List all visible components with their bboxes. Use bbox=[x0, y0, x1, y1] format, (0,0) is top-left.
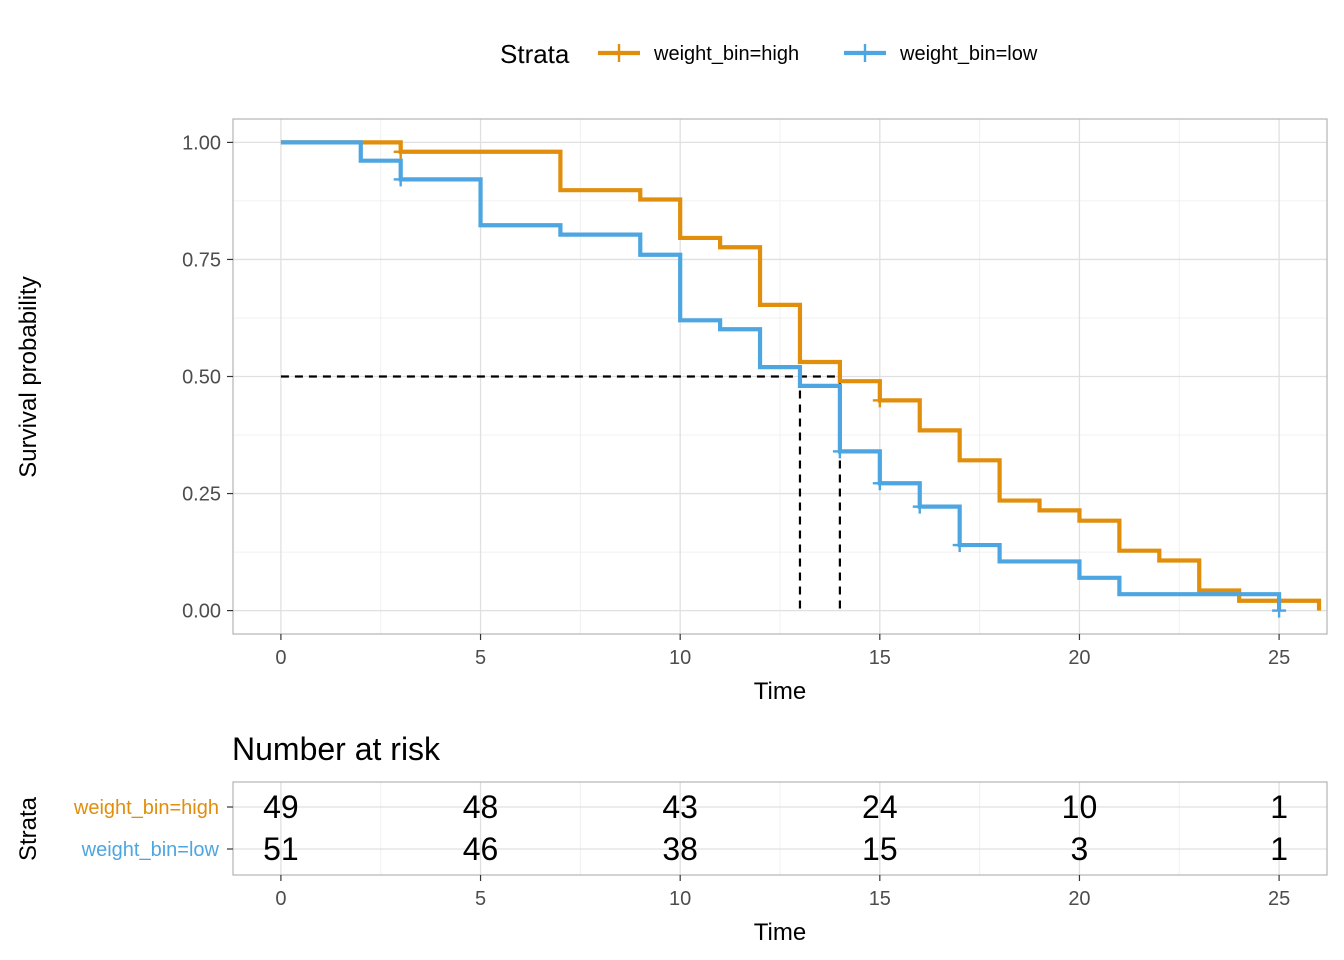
survival-curve-line bbox=[280, 140, 1282, 611]
risk-count: 15 bbox=[862, 831, 898, 867]
survival-curve-line bbox=[280, 140, 1322, 611]
risk-count: 51 bbox=[263, 831, 299, 867]
risk-x-tick-label: 25 bbox=[1268, 888, 1290, 910]
risk-count: 3 bbox=[1071, 831, 1089, 867]
risk-x-tick-label: 10 bbox=[669, 888, 691, 910]
risk-row-label: weight_bin=high bbox=[73, 797, 219, 819]
risk-table-x-ticks: 0 5 10 15 20 25 bbox=[275, 875, 1290, 910]
y-axis-ticks: 0.00 0.25 0.50 0.75 1.00 bbox=[182, 132, 233, 623]
y-axis-title: Survival probability bbox=[15, 276, 42, 477]
y-tick-label: 0.75 bbox=[182, 249, 221, 271]
risk-count: 46 bbox=[463, 831, 499, 867]
legend-entries: weight_bin=high weight_bin=low bbox=[598, 43, 1038, 65]
risk-table-gridlines bbox=[233, 782, 1327, 875]
risk-table-x-axis-title: Time bbox=[754, 919, 806, 946]
x-tick-label: 5 bbox=[475, 647, 486, 669]
risk-count: 1 bbox=[1270, 789, 1288, 825]
legend-title: Strata bbox=[500, 39, 570, 69]
x-axis-title: Time bbox=[754, 678, 806, 705]
legend: Strata weight_bin=high weight_bin=low bbox=[500, 39, 1038, 69]
censor-marks bbox=[393, 144, 1287, 618]
risk-table-border bbox=[232, 781, 1328, 876]
y-tick-label: 1.00 bbox=[182, 132, 221, 154]
x-tick-label: 10 bbox=[669, 647, 691, 669]
survival-curves bbox=[280, 140, 1322, 611]
x-tick-label: 0 bbox=[275, 647, 286, 669]
risk-count: 38 bbox=[662, 831, 698, 867]
y-tick-label: 0.50 bbox=[182, 367, 221, 389]
x-tick-label: 15 bbox=[869, 647, 891, 669]
risk-x-tick-label: 5 bbox=[475, 888, 486, 910]
legend-entry-label: weight_bin=high bbox=[653, 43, 799, 65]
risk-count: 24 bbox=[862, 789, 898, 825]
median-survival-lines bbox=[280, 375, 841, 611]
risk-count: 43 bbox=[662, 789, 698, 825]
risk-table-title: Number at risk bbox=[232, 731, 441, 767]
survival-plot-panel: 0.00 0.25 0.50 0.75 1.00 0 5 10 15 20 25 Time Sur… bbox=[15, 118, 1328, 705]
risk-count: 48 bbox=[463, 789, 499, 825]
y-tick-label: 0.25 bbox=[182, 484, 221, 506]
x-tick-label: 20 bbox=[1068, 647, 1090, 669]
risk-count: 10 bbox=[1062, 789, 1098, 825]
risk-table-cells: 49 48 43 24 10 1 51 46 38 15 3 1 bbox=[263, 789, 1288, 867]
risk-table-y-axis-title: Strata bbox=[15, 796, 42, 861]
risk-x-tick-label: 0 bbox=[275, 888, 286, 910]
risk-table-row-labels: weight_bin=high weight_bin=low bbox=[73, 797, 233, 861]
y-tick-label: 0.00 bbox=[182, 601, 221, 623]
x-axis-ticks: 0 5 10 15 20 25 bbox=[275, 634, 1290, 669]
risk-x-tick-label: 15 bbox=[869, 888, 891, 910]
risk-x-tick-label: 20 bbox=[1068, 888, 1090, 910]
risk-table: Number at risk 49 48 43 24 10 151 46 38 15 3 1 wei… bbox=[15, 731, 1328, 946]
risk-count: 1 bbox=[1270, 831, 1288, 867]
risk-row-label: weight_bin=low bbox=[81, 839, 220, 861]
legend-entry-label: weight_bin=low bbox=[899, 43, 1038, 65]
x-tick-label: 25 bbox=[1268, 647, 1290, 669]
risk-count: 49 bbox=[263, 789, 299, 825]
